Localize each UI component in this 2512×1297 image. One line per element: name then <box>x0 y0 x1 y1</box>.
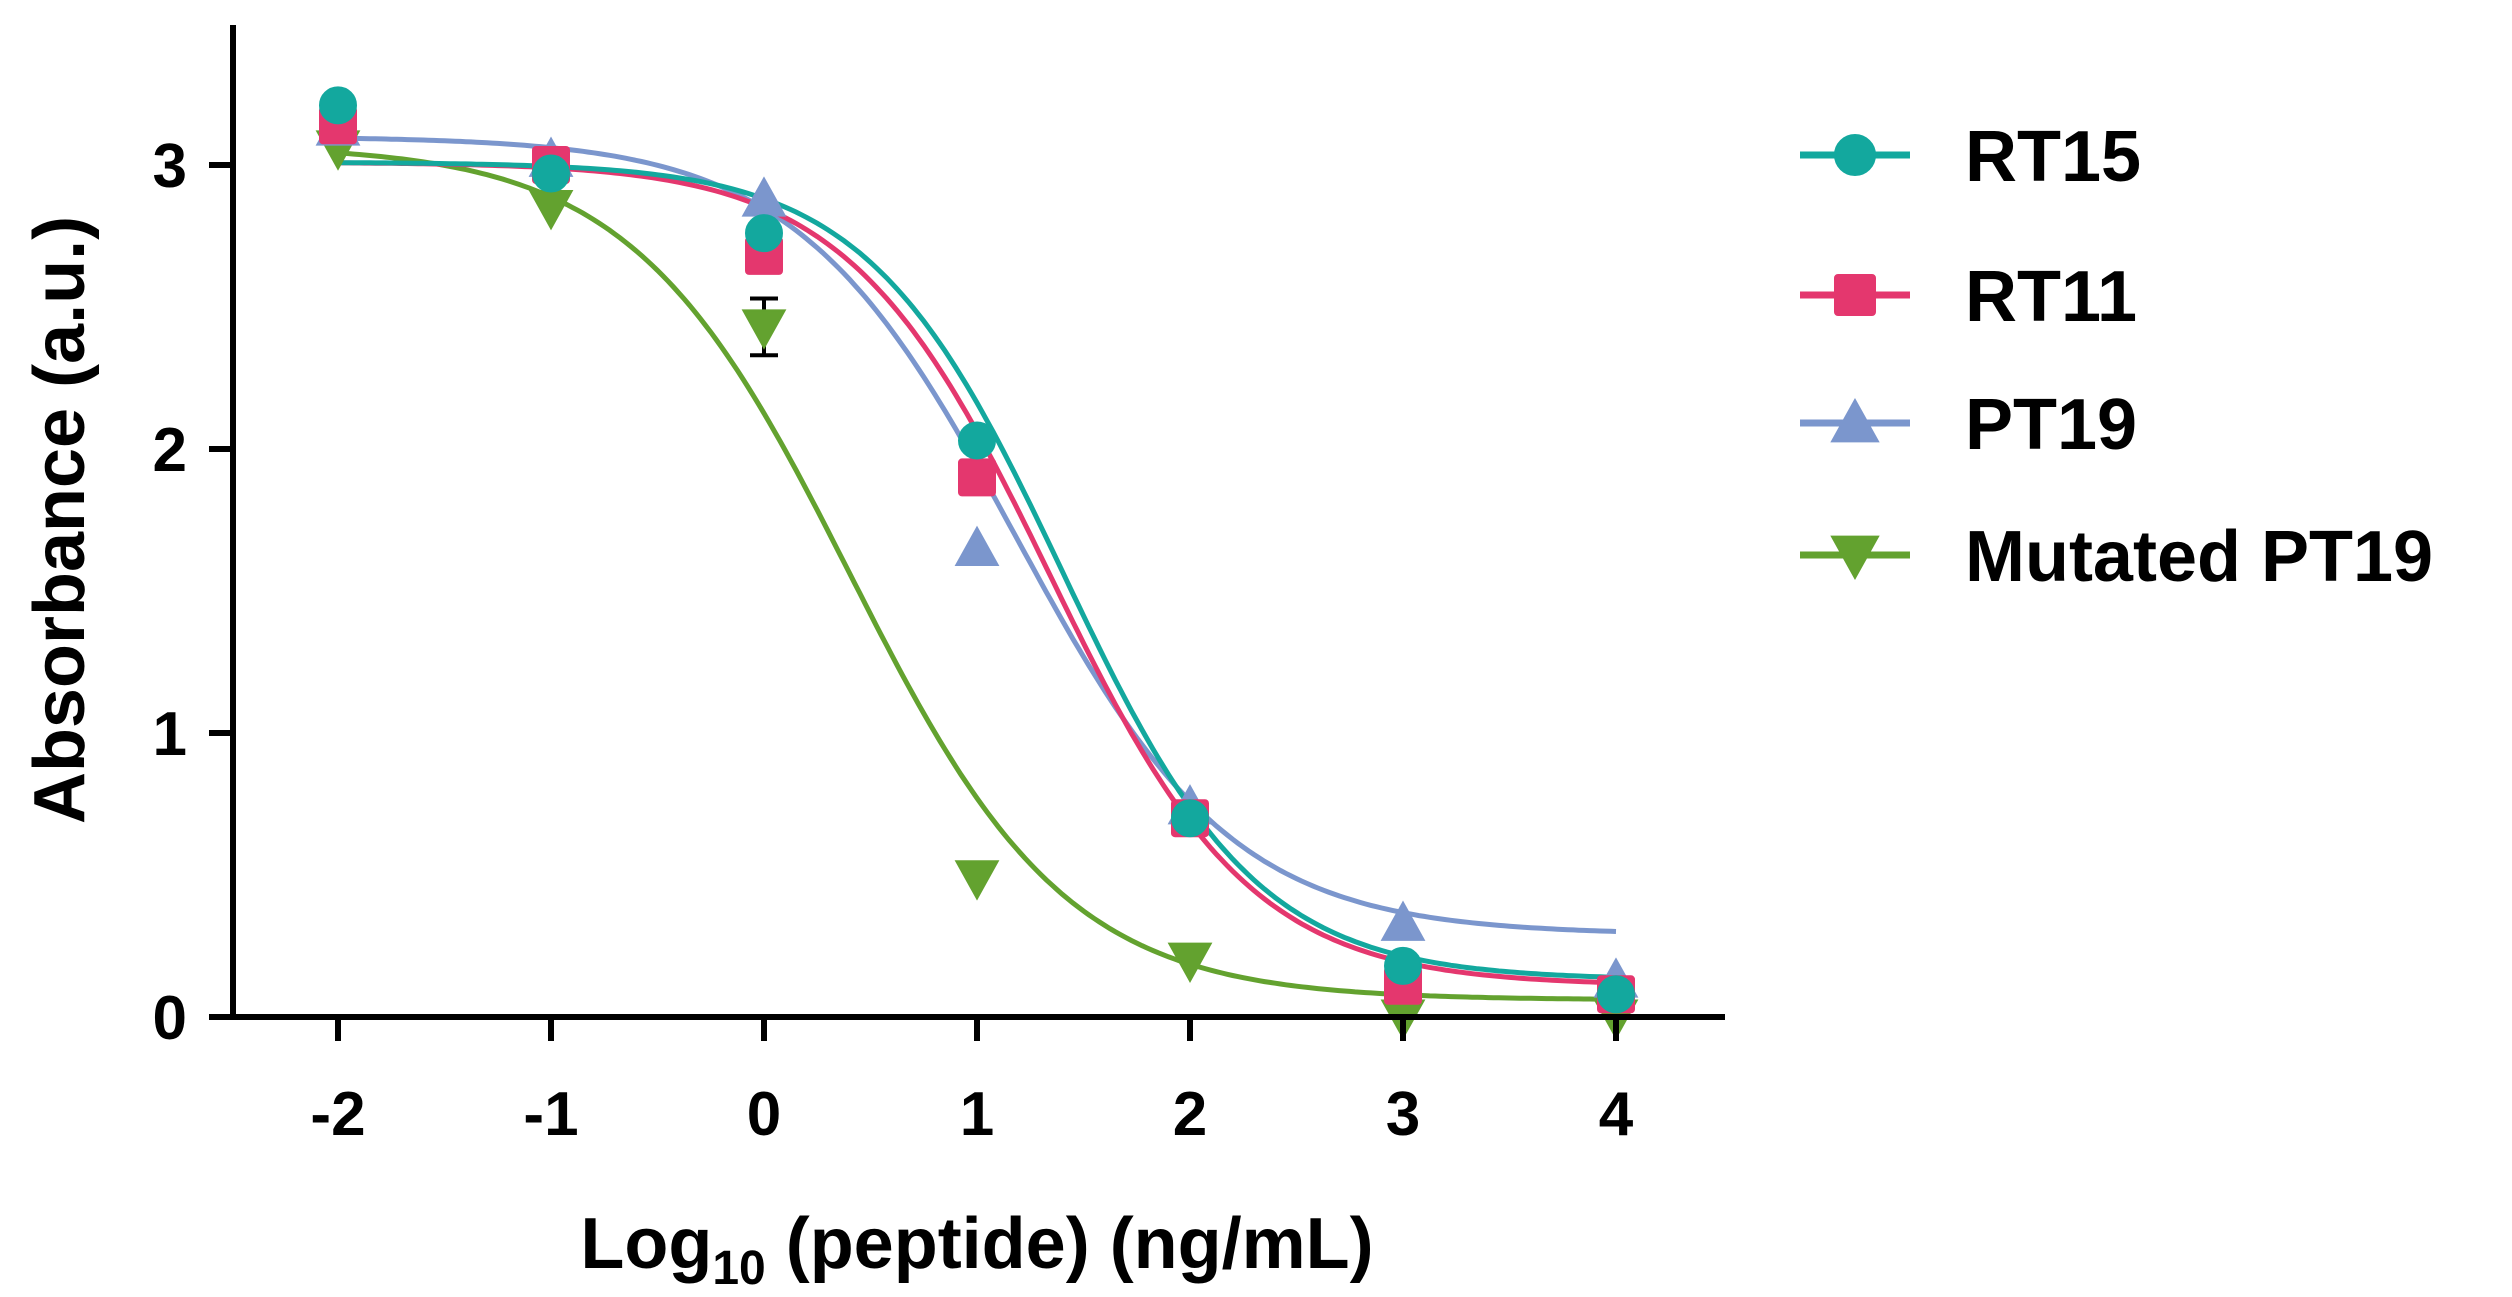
legend: RT15 RT11 PT19 Mutated PT19 <box>1800 117 2433 597</box>
x-tick-label: 0 <box>747 1080 781 1149</box>
x-tick-label: 4 <box>1599 1080 1634 1149</box>
data-point-mutated-pt19 <box>1167 942 1213 983</box>
y-axis-title: Absorbance (a.u.) <box>20 216 100 824</box>
legend-marker-rt15 <box>1834 134 1876 176</box>
y-tick-label: 2 <box>153 416 187 485</box>
data-point-rt11 <box>958 458 996 497</box>
legend-label-pt19: PT19 <box>1965 385 2137 465</box>
data-point-rt15 <box>1171 799 1209 838</box>
x-tick-label: 1 <box>960 1080 994 1149</box>
fit-curve-rt15 <box>337 160 1617 980</box>
x-axis-title-main: Log <box>580 1204 712 1284</box>
x-axis-title-subscript: 10 <box>712 1242 765 1295</box>
data-point-pt19 <box>954 525 1000 566</box>
data-point-rt15 <box>745 214 783 253</box>
x-axis-title: Log10 (peptide) (ng/mL) <box>580 1204 1373 1295</box>
plot-area <box>315 86 1639 1040</box>
data-point-mutated-pt19 <box>528 190 574 231</box>
fit-curve-rt11 <box>338 160 1617 986</box>
data-point-rt15 <box>1597 975 1635 1014</box>
x-axis-title-rest: (peptide) (ng/mL) <box>766 1204 1374 1284</box>
x-tick-label: -2 <box>310 1080 365 1149</box>
data-point-rt15 <box>532 154 570 193</box>
y-tick-label: 3 <box>153 132 187 201</box>
data-point-rt15 <box>319 86 357 125</box>
x-tick-label: 3 <box>1386 1080 1420 1149</box>
legend-label-rt15: RT15 <box>1965 117 2141 197</box>
x-tick-label: 2 <box>1173 1080 1207 1149</box>
legend-label-mutated-pt19: Mutated PT19 <box>1965 517 2433 597</box>
legend-marker-pt19 <box>1830 397 1880 443</box>
y-ticks: 0 1 2 3 <box>153 132 233 1053</box>
data-point-mutated-pt19 <box>954 860 1000 901</box>
legend-label-rt11: RT11 <box>1965 257 2137 337</box>
data-point-pt19 <box>1380 900 1426 941</box>
x-tick-label: -1 <box>523 1080 578 1149</box>
y-tick-label: 0 <box>153 984 187 1053</box>
data-point-rt15 <box>958 421 996 460</box>
x-ticks: -2 -1 0 1 2 3 4 <box>310 1017 1634 1149</box>
data-point-mutated-pt19 <box>741 309 787 350</box>
y-tick-label: 1 <box>153 700 187 769</box>
data-point-pt19 <box>741 176 787 217</box>
legend-marker-mutated-pt19 <box>1830 535 1880 581</box>
legend-marker-rt11 <box>1834 274 1876 316</box>
data-point-rt15 <box>1384 946 1422 985</box>
